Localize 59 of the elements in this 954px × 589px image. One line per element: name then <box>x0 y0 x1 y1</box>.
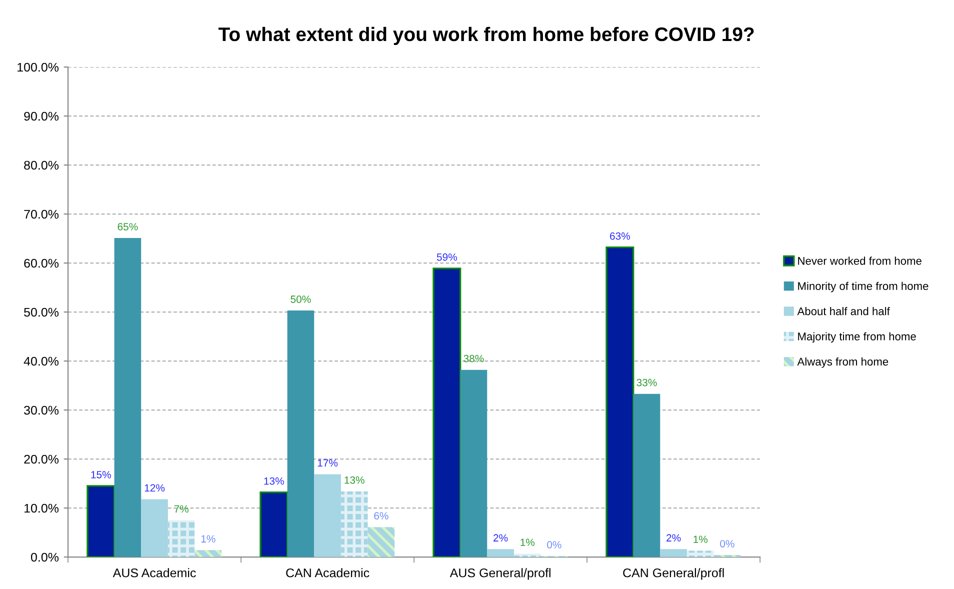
data-label: 50% <box>290 296 311 303</box>
data-label: 0% <box>547 541 562 548</box>
data-label: 0% <box>720 540 734 548</box>
x-tick-label: AUS Academic <box>112 568 196 578</box>
x-tick-label: CAN Academic <box>286 568 370 578</box>
bar <box>368 527 395 558</box>
data-label: 38% <box>464 354 484 362</box>
y-tick-label: 40.0% <box>24 356 59 366</box>
x-tick-label: CAN General/profl <box>623 568 724 580</box>
data-label: 7% <box>174 505 188 513</box>
data-label: 12% <box>144 484 165 492</box>
data-label: 2% <box>666 534 681 542</box>
bar <box>606 246 634 558</box>
bar <box>686 550 714 558</box>
data-label: 13% <box>344 476 364 484</box>
y-tick-label: 80.0% <box>24 160 59 170</box>
y-tick-label: 60.0% <box>24 258 59 268</box>
y-tick-label: 70.0% <box>24 210 59 219</box>
bar <box>168 520 195 558</box>
bar <box>633 394 660 558</box>
data-label: 1% <box>520 538 535 546</box>
bar <box>340 491 368 558</box>
y-tick-label: 50.0% <box>24 308 59 317</box>
y-tick-label: 90.0% <box>24 112 59 121</box>
y-tick-label: 100.0% <box>18 62 59 72</box>
bar <box>514 554 541 558</box>
bar <box>314 474 341 558</box>
data-label: 59% <box>436 253 457 261</box>
chart-title: To what extent did you work from home before COVID 19? <box>218 26 754 45</box>
legend-label: Never worked from home <box>798 256 922 265</box>
bar <box>460 370 488 558</box>
bar <box>260 492 288 558</box>
y-tick-label: 0.0% <box>30 552 59 562</box>
y-tick-label: 10.0% <box>24 504 59 513</box>
bar <box>194 550 222 558</box>
legend-label: Always from home <box>797 357 888 368</box>
bar <box>141 499 168 558</box>
legend-label: Majority time from home <box>798 332 916 343</box>
data-label: 63% <box>610 232 630 240</box>
bar <box>660 549 687 558</box>
data-label: 6% <box>374 512 388 520</box>
data-label: 1% <box>694 536 708 543</box>
data-label: 17% <box>318 459 338 467</box>
bar <box>432 268 462 558</box>
legend-label: About half and half <box>797 307 890 316</box>
data-label: 33% <box>636 378 657 386</box>
legend-label: Minority of time from home <box>798 282 928 292</box>
data-label: 1% <box>201 535 216 542</box>
y-tick-label: 30.0% <box>24 406 59 415</box>
x-tick-label: AUS General/profl <box>450 568 550 580</box>
data-label: 2% <box>494 534 508 542</box>
bar <box>114 238 142 558</box>
data-label: 65% <box>118 223 138 230</box>
data-label: 13% <box>264 477 284 485</box>
bar <box>487 549 514 558</box>
data-label: 15% <box>91 471 111 478</box>
bar <box>287 310 314 558</box>
bar <box>86 485 116 558</box>
y-tick-label: 20.0% <box>24 454 59 464</box>
